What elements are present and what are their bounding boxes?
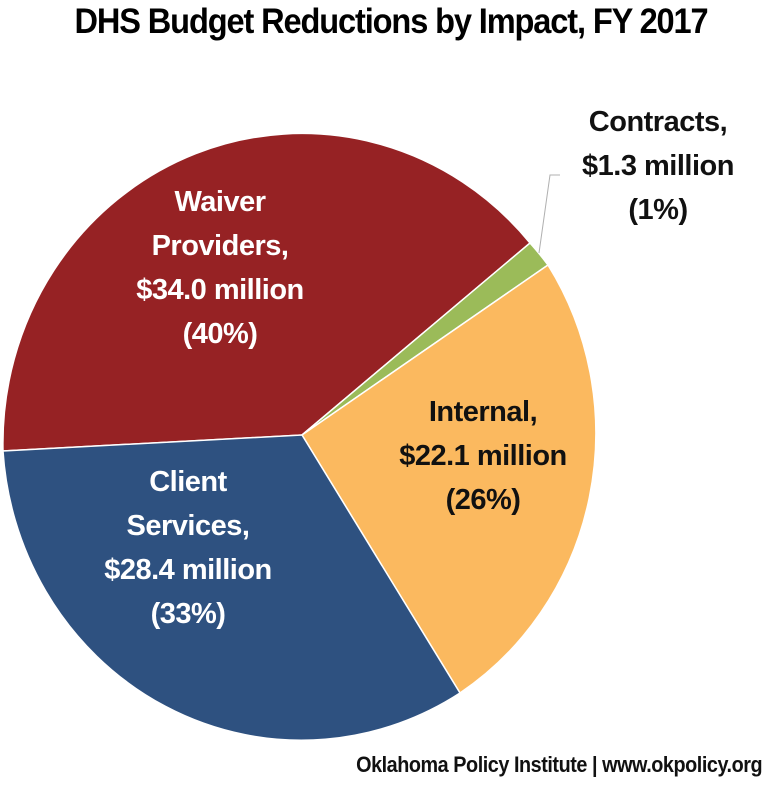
chart-title: DHS Budget Reductions by Impact, FY 2017 — [74, 2, 708, 41]
slice-client-services — [2, 434, 462, 741]
label-internal: Internal, $22.1 million (26%) — [399, 396, 567, 516]
label-contracts: Contracts, $1.3 million (1%) — [582, 106, 734, 226]
label-client-services: Client Services, $28.4 million (33%) — [104, 466, 272, 630]
label-waiver-providers: Waiver Providers, $34.0 million (40%) — [136, 186, 304, 350]
slice-internal — [300, 263, 597, 695]
slice-waiver-providers — [2, 132, 532, 452]
contracts-leader-line — [538, 174, 560, 254]
source-credit: Oklahoma Policy Institute | www.okpolicy… — [355, 752, 762, 777]
